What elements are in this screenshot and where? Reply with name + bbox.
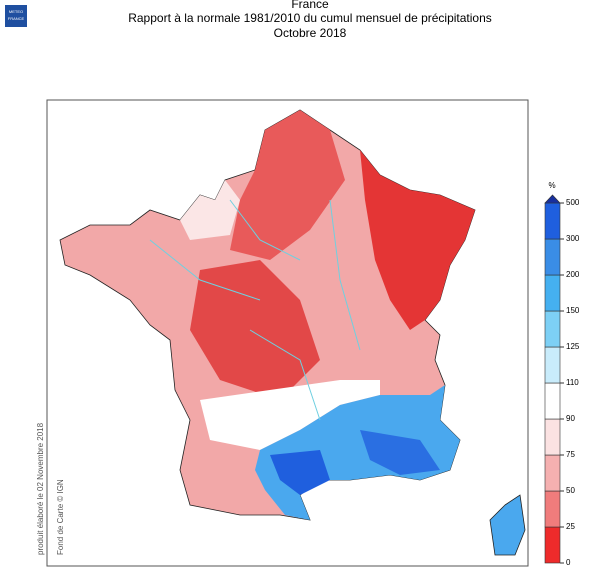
legend-unit: % (548, 181, 555, 190)
logo (5, 5, 27, 27)
map-frame (46, 99, 529, 567)
legend-swatch (544, 346, 561, 384)
legend-swatch (544, 238, 561, 276)
credit: produit élaboré le 02 Novembre 2018 (36, 422, 45, 555)
legend-swatch (544, 310, 561, 348)
legend-label: 0 (566, 558, 571, 567)
legend-swatch (544, 418, 561, 456)
legend-label: 150 (566, 306, 580, 315)
legend-label: 110 (566, 378, 579, 387)
legend-label: 50 (566, 486, 575, 495)
legend-label: 300 (566, 234, 580, 243)
legend-label: 25 (566, 522, 575, 531)
legend-swatch (544, 490, 561, 528)
legend: 0 25 50 75 90 110 125 150 200 300 500 (544, 194, 580, 567)
period: Octobre 2018 (274, 26, 347, 40)
legend-swatch (544, 454, 561, 492)
legend-swatch (544, 526, 561, 564)
legend-arrow (544, 194, 561, 204)
country: France (291, 0, 329, 11)
legend-label: 125 (566, 342, 580, 351)
credit: Fond de Carte © IGN (56, 479, 65, 555)
logo-text: METEO (9, 9, 23, 14)
legend-label: 500 (566, 198, 580, 207)
legend-swatch (544, 274, 561, 312)
legend-swatch (544, 202, 561, 240)
legend-label: 200 (566, 270, 580, 279)
title: Rapport à la normale 1981/2010 du cumul … (128, 11, 492, 25)
legend-swatch (544, 382, 561, 420)
map (59, 109, 526, 556)
legend-label: 90 (566, 414, 575, 423)
legend-label: 75 (566, 450, 575, 459)
logo-text: FRANCE (8, 16, 25, 21)
